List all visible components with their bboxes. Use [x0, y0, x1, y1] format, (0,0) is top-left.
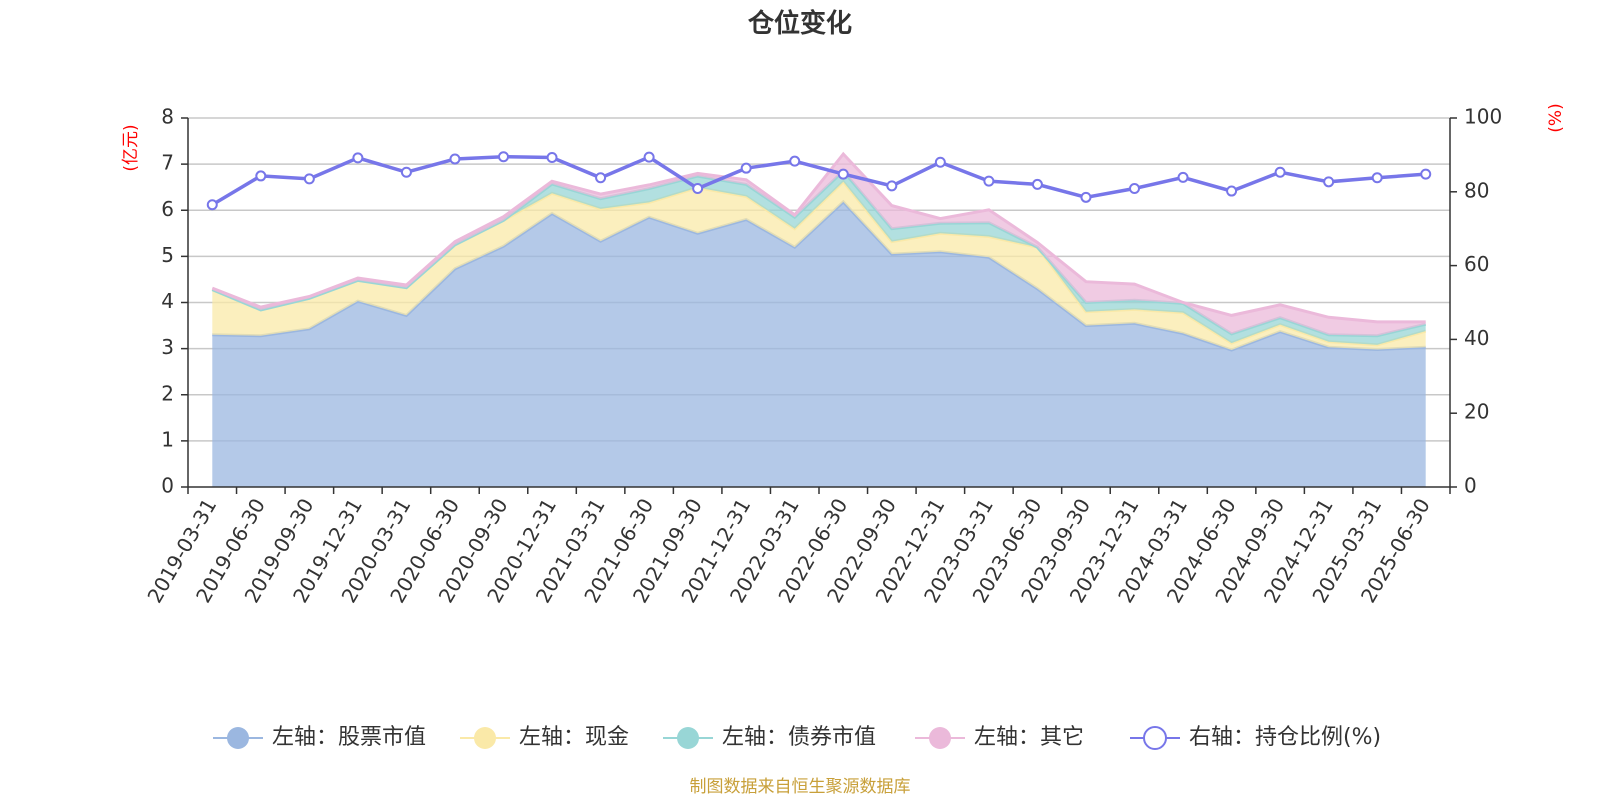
stacked-areas — [211, 151, 1427, 487]
ratio-point — [643, 151, 655, 163]
ratio-point — [352, 152, 364, 164]
left-tick-label: 4 — [161, 289, 174, 313]
right-tick-label: 60 — [1464, 252, 1489, 276]
ratio-point — [1031, 178, 1043, 190]
ratio-point — [1080, 191, 1092, 203]
data-source-note: 制图数据来自恒生聚源数据库 — [690, 777, 911, 797]
ratio-point — [837, 168, 849, 180]
left-tick-label: 0 — [161, 474, 174, 498]
legend-label: 左轴：现金 — [519, 725, 629, 750]
ratio-point — [1274, 166, 1286, 178]
legend-item-4[interactable]: 左轴：其它 — [915, 725, 1084, 750]
ratio-point — [449, 153, 461, 165]
legend-label: 左轴：股票市值 — [272, 725, 426, 750]
ratio-point — [1226, 185, 1238, 197]
ratio-line-path — [211, 154, 1426, 207]
left-tick-label: 1 — [161, 427, 174, 451]
ratio-point — [789, 155, 801, 167]
ratio-point — [303, 173, 315, 185]
ratio-point — [595, 172, 607, 184]
right-tick-label: 100 — [1464, 105, 1502, 129]
left-tick-label: 6 — [161, 197, 174, 221]
legend-label: 左轴：债券市值 — [722, 725, 876, 750]
ratio-point — [740, 162, 752, 174]
ratio-point — [983, 175, 995, 187]
legend-item-5[interactable]: 右轴：持仓比例(%) — [1130, 725, 1381, 750]
right-tick-label: 20 — [1464, 400, 1489, 424]
area-4 — [212, 154, 1426, 336]
left-tick-label: 5 — [161, 243, 174, 267]
chart-title: 仓位变化 — [747, 8, 852, 39]
ratio-point — [1129, 182, 1140, 194]
ratio-line — [206, 151, 1432, 211]
legend-item-3[interactable]: 左轴：债券市值 — [663, 725, 876, 750]
legend-marker — [227, 727, 249, 749]
legend-label: 右轴：持仓比例(%) — [1189, 725, 1381, 750]
ratio-point — [692, 182, 704, 194]
ratio-point — [1371, 172, 1383, 184]
legend-marker — [1143, 726, 1167, 750]
legend: 左轴：股票市值 左轴：现金 左轴：债券市值 左轴：其它 右轴：持仓比例(%) — [213, 725, 1381, 750]
right-tick-label: 40 — [1464, 326, 1489, 350]
legend-item-2[interactable]: 左轴：现金 — [460, 725, 629, 750]
ratio-point — [498, 151, 509, 163]
left-tick-label: 3 — [161, 335, 174, 359]
right-tick-label: 80 — [1464, 178, 1489, 202]
right-axis-unit: (%) — [1546, 103, 1566, 132]
ratio-point — [546, 151, 558, 163]
ratio-point — [206, 199, 218, 211]
ratio-point — [1177, 171, 1189, 183]
ratio-point — [1323, 176, 1335, 188]
ratio-point — [934, 156, 946, 168]
area-edge-4 — [211, 151, 1426, 324]
area-1 — [212, 201, 1426, 487]
right-tick-label: 0 — [1464, 474, 1477, 498]
legend-label: 左轴：其它 — [974, 725, 1084, 750]
ratio-point — [886, 180, 898, 192]
legend-marker — [474, 727, 496, 749]
legend-marker — [677, 727, 699, 749]
legend-marker — [929, 727, 951, 749]
left-tick-label: 8 — [161, 105, 174, 129]
area-2 — [212, 181, 1426, 350]
left-tick-label: 2 — [161, 381, 174, 405]
legend-item-1[interactable]: 左轴：股票市值 — [213, 725, 426, 750]
left-axis-unit: (亿元) — [121, 124, 141, 171]
ratio-point — [1420, 168, 1432, 180]
left-tick-label: 7 — [161, 151, 174, 175]
ratio-point — [400, 166, 412, 178]
ratio-point — [255, 170, 267, 182]
